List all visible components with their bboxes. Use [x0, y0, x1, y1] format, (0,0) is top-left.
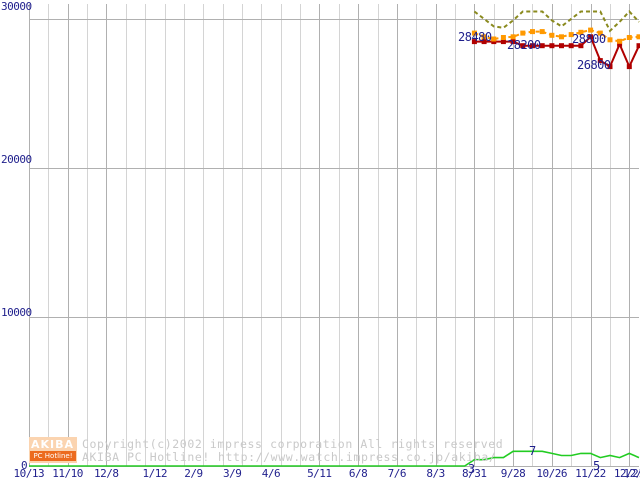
data-point-label: 26800	[577, 58, 611, 72]
series-marker-minimum-price	[636, 43, 640, 49]
y-tick-label: 0	[21, 459, 28, 472]
series-marker-average-price	[607, 37, 613, 43]
series-marker-minimum-price	[530, 43, 535, 49]
series-marker-average-price	[471, 30, 477, 36]
series-marker-minimum-price	[520, 43, 526, 49]
series-marker-average-price	[481, 34, 487, 40]
x-tick-label: 12/28	[623, 467, 640, 480]
x-tick-label: 11/22	[575, 467, 606, 480]
x-tick-label: 9/28	[500, 467, 526, 480]
series-marker-average-price	[539, 29, 545, 35]
series-marker-minimum-price	[549, 43, 555, 49]
data-point-label: 7	[529, 444, 537, 458]
logo-subtitle: PC Hotline!	[30, 451, 76, 461]
data-point-label: 28800	[572, 32, 606, 46]
series-marker-average-price	[520, 30, 526, 36]
y-tick-label: 30000	[1, 0, 32, 13]
x-tick-label: 5/11	[307, 467, 332, 480]
series-marker-minimum-price	[500, 39, 506, 45]
x-tick-label: 12/21	[613, 467, 640, 480]
series-marker-minimum-price	[539, 43, 545, 49]
series-marker-average-price	[549, 32, 555, 38]
x-tick-label: 4/6	[261, 467, 281, 480]
series-marker-minimum-price	[607, 64, 613, 70]
x-tick-label: 11/10	[52, 467, 83, 480]
site-name-text: AKIBA PC Hotline!	[82, 450, 210, 464]
series-line-average-price	[474, 29, 640, 43]
series-marker-minimum-price	[559, 43, 564, 49]
series-marker-minimum-price	[617, 41, 623, 47]
series-layer	[29, 10, 640, 467]
series-marker-average-price	[530, 29, 535, 35]
series-marker-minimum-price	[597, 58, 603, 64]
x-tick-label: 8/3	[426, 467, 445, 480]
series-marker-average-price	[568, 32, 574, 38]
series-marker-average-price	[617, 38, 623, 44]
series-marker-average-price	[510, 34, 516, 40]
series-marker-average-price	[626, 35, 632, 40]
x-tick-label: 12/8	[94, 467, 119, 480]
x-tick-label: 2/9	[184, 467, 203, 480]
series-line-minimum-price	[474, 35, 640, 70]
data-point-label: 3	[468, 462, 476, 476]
series-marker-average-price	[588, 27, 594, 33]
y-tick-label: 10000	[1, 306, 32, 319]
y-tick-label: 20000	[1, 153, 32, 166]
copyright-text: Copyright(c)2002 impress corporation All…	[82, 437, 504, 451]
site-url-text: http://www.watch.impress.co.jp/akiba/	[218, 450, 497, 464]
series-marker-average-price	[491, 36, 497, 42]
x-tick-label: 10/26	[536, 467, 567, 480]
x-tick-label: 7/6	[387, 467, 407, 480]
logo-title: AKIBA	[31, 438, 75, 451]
data-point-label: 5	[593, 459, 601, 473]
x-tick-label: 1/12	[142, 467, 167, 480]
x-tick-label: 10/13	[13, 467, 45, 480]
x-tick-label: 6/8	[348, 467, 368, 480]
series-marker-minimum-price	[578, 43, 584, 49]
data-point-label: 28480	[458, 30, 492, 44]
series-marker-minimum-price	[588, 34, 594, 40]
data-point-label: 28200	[507, 38, 541, 52]
series-marker-average-price	[578, 29, 584, 35]
series-marker-minimum-price	[510, 39, 516, 45]
akiba-logo: AKIBA PC Hotline!	[29, 437, 77, 463]
series-marker-minimum-price	[471, 39, 477, 45]
series-marker-minimum-price	[491, 39, 497, 45]
series-marker-minimum-price	[481, 39, 487, 45]
grid-layer	[29, 4, 639, 467]
series-marker-average-price	[597, 30, 603, 36]
series-marker-average-price	[500, 35, 506, 40]
series-line-shop-count	[29, 450, 640, 467]
series-marker-average-price	[559, 34, 564, 40]
series-marker-average-price	[636, 34, 640, 40]
x-tick-label: 3/9	[223, 467, 242, 480]
series-marker-minimum-price	[568, 43, 574, 49]
series-line-maximum-price	[473, 10, 640, 33]
series-marker-minimum-price	[626, 64, 632, 70]
x-tick-label: 8/31	[461, 467, 487, 480]
